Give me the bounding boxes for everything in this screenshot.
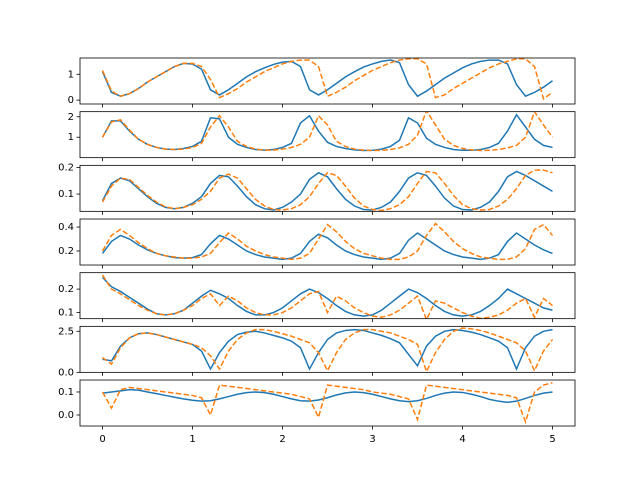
axes-frame — [79, 272, 576, 320]
y-tick-label: 0.0 — [58, 410, 74, 421]
y-tick-label: 0.2 — [58, 162, 74, 173]
series-line — [101, 276, 553, 317]
series-line — [101, 170, 553, 211]
series-line — [101, 58, 553, 101]
series-line — [101, 169, 553, 212]
series-line — [101, 382, 553, 425]
y-tick-label: 0.1 — [58, 308, 74, 319]
x-tick-label: 0 — [99, 434, 105, 445]
y-tick-label: 1 — [68, 69, 74, 80]
series-line — [101, 232, 553, 261]
x-tick-label: 1 — [189, 434, 195, 445]
series-line — [101, 222, 554, 261]
axes-frame — [79, 379, 576, 427]
y-tick-label: 0.2 — [58, 246, 74, 257]
axes-frame — [79, 57, 576, 105]
series-line — [101, 59, 553, 98]
y-tick-label: 2 — [68, 112, 74, 123]
x-tick-label: 3 — [369, 434, 375, 445]
series-line — [101, 274, 553, 319]
y-tick-label: 0.2 — [58, 284, 74, 295]
axes-frame — [79, 164, 576, 212]
y-tick-label: 0 — [68, 95, 74, 106]
series-line — [102, 328, 553, 371]
series-line — [101, 111, 554, 152]
y-tick-label: 0.4 — [58, 222, 74, 233]
y-tick-label: 0.0 — [58, 367, 74, 378]
y-tick-label: 1 — [68, 132, 74, 143]
axes-frame — [79, 111, 576, 159]
x-tick-label: 2 — [279, 434, 285, 445]
axes-frame — [79, 325, 576, 373]
series-line — [102, 388, 553, 404]
y-tick-label: 0.1 — [58, 387, 74, 398]
x-tick-label: 5 — [549, 434, 555, 445]
y-tick-label: 0.1 — [58, 189, 74, 200]
series-line — [101, 113, 553, 152]
series-line — [102, 327, 554, 373]
y-tick-label: 2.5 — [58, 326, 74, 337]
axes-frame — [79, 218, 576, 266]
x-tick-label: 4 — [459, 434, 465, 445]
